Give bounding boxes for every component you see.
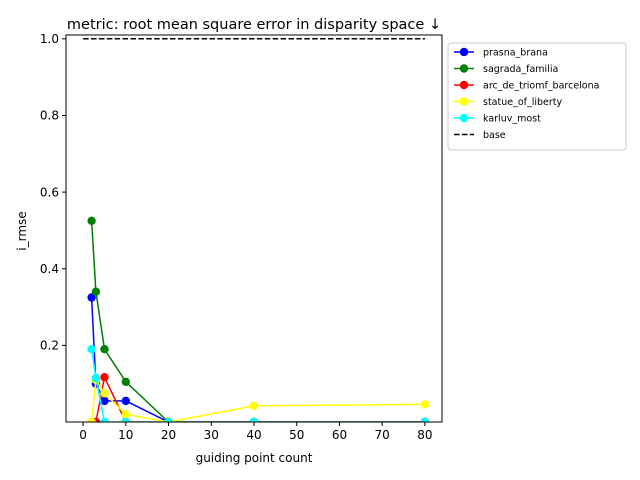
y-tick-label: 1.0 [40,32,59,46]
series-sagrada-familia-point [87,216,96,225]
chart-title: metric: root mean square error in dispar… [67,17,441,33]
legend-label: prasna_brana [483,48,548,59]
series-prasna-brana-point [87,293,96,302]
series-arc-de-triomf-barcelona-line [91,374,425,422]
legend-swatch-marker [459,80,469,90]
series-karluv-most-point [164,417,173,422]
y-tick-label: 0.6 [40,185,59,199]
legend-entry: base [454,130,506,141]
legend-swatch-marker [459,113,469,123]
series-sagrada-familia-point [91,287,101,296]
series-karluv-most-point [100,417,109,422]
series-karluv-most-point [121,417,130,422]
series-prasna-brana-line [90,297,425,422]
series-karluv-most [87,345,430,422]
series-karluv-most-point [87,345,96,354]
series-statue-of-liberty-point [121,410,130,419]
series-statue-of-liberty-point [100,389,109,398]
series-arc-de-triomf-barcelona-point [100,373,109,382]
series-prasna-brana-point [121,396,130,406]
legend-swatch-marker [459,97,469,106]
legend-entry: statue_of_liberty [454,97,563,108]
series-statue-of-liberty-line [90,377,425,422]
legend-label: base [483,130,506,141]
plot-area [65,34,443,423]
legend-entry: prasna_brana [454,48,548,59]
legend-entry: sagrada_familia [454,64,558,75]
plot-frame [65,34,443,423]
series-layer [83,38,430,422]
x-axis-label: guiding point count [196,451,313,465]
series-karluv-most-point [91,373,101,383]
series-statue-of-liberty [87,375,430,422]
x-tick-label: 0 [79,428,87,442]
x-tick-label: 20 [161,428,176,442]
y-axis-label: i_rmse [15,211,29,250]
series-karluv-most-point [249,417,259,422]
series-arc-de-triomf-barcelona [87,373,430,422]
y-tick-label: 0.8 [40,109,59,123]
x-tick-label: 70 [375,428,390,442]
y-tick-label: 0.2 [40,339,59,353]
legend-entry: karluv_most [454,114,541,125]
legend-label: arc_de_triomf_barcelona [483,81,599,92]
x-tick-label: 40 [246,428,261,442]
legend-swatch-marker [459,64,469,73]
series-prasna-brana-point [100,396,109,406]
series-statue-of-liberty-point [87,417,96,422]
series-statue-of-liberty-point [249,401,259,411]
series-statue-of-liberty-point [420,400,430,409]
legend-label: karluv_most [483,114,541,125]
legend-entry: arc_de_triomf_barcelona [454,81,599,92]
legend: prasna_brana sagrada_familia arc_de_triomf… [447,42,627,151]
series-sagrada-familia-point [100,345,109,354]
x-tick-label: 80 [417,428,432,442]
x-tick-label: 50 [289,428,304,442]
x-tick-label: 60 [332,428,347,442]
series-sagrada-familia [87,216,430,422]
series-sagrada-familia-point [121,377,130,386]
x-tick-label: 30 [204,428,219,442]
x-axis: 0 10 20 30 40 50 60 70 80 [79,422,433,442]
legend-label: statue_of_liberty [483,97,563,108]
series-karluv-most-line [90,349,425,422]
x-tick-label: 10 [118,428,133,442]
legend-label: sagrada_familia [483,64,558,75]
series-sagrada-familia-line [90,220,425,422]
y-axis: 0.2 0.4 0.6 0.8 1.0 [40,32,66,353]
legend-swatch-marker [459,47,469,57]
legend-box [447,42,627,151]
y-tick-label: 0.4 [40,262,59,276]
series-karluv-most-point [420,417,430,422]
